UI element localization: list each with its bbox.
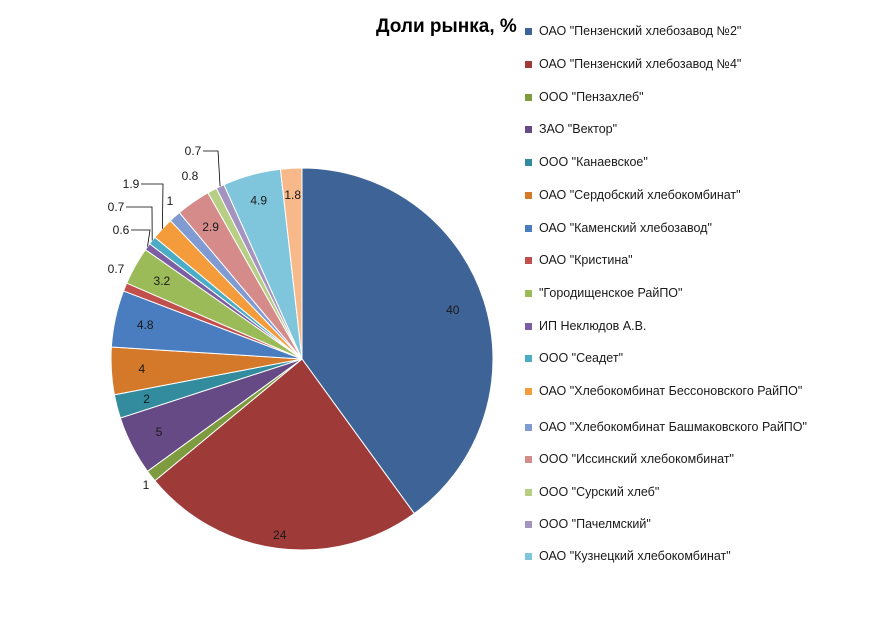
legend-label: ОАО "Пензенский хлебозавод №4"	[539, 57, 742, 71]
legend-swatch	[525, 489, 532, 496]
slice-label: 4	[139, 362, 146, 376]
legend-swatch	[525, 61, 532, 68]
legend-item: ОАО "Пензенский хлебозавод №4"	[525, 57, 865, 71]
leader-line	[126, 206, 153, 241]
legend-item: ООО "Сурский хлеб"	[525, 485, 865, 499]
legend-label: ОАО "Хлебокомбинат Башмаковского РайПО"	[539, 420, 807, 434]
slice-label: 24	[273, 528, 287, 542]
legend-item: ОАО "Кристина"	[525, 253, 865, 267]
legend-label: ООО "Иссинский хлебокомбинат"	[539, 452, 734, 466]
legend-item: ООО "Иссинский хлебокомбинат"	[525, 452, 865, 466]
slice-label: 2	[143, 392, 150, 406]
legend-swatch	[525, 290, 532, 297]
slice-label: 0.7	[185, 144, 202, 158]
slice-label: 5	[156, 425, 163, 439]
legend-swatch	[525, 355, 532, 362]
legend-item: "Городищенское РайПО"	[525, 286, 865, 300]
legend-item: ООО "Пензахлеб"	[525, 90, 865, 104]
legend-label: ООО "Сурский хлеб"	[539, 485, 660, 499]
legend-swatch	[525, 424, 532, 431]
legend-item: ООО "Канаевское"	[525, 155, 865, 169]
legend-label: "Городищенское РайПО"	[539, 286, 683, 300]
legend-item: ООО "Сеадет"	[525, 351, 865, 365]
slice-label: 4.8	[137, 318, 154, 332]
pie-slice	[154, 358, 415, 551]
legend-swatch	[525, 323, 532, 330]
legend-label: ИП Неклюдов А.В.	[539, 319, 647, 333]
leader-lines	[126, 150, 221, 247]
chart-title: Доли рынка, %	[376, 16, 517, 37]
legend-label: ООО "Пачелмский"	[539, 517, 651, 531]
legend-item: ОАО "Хлебокомбинат Бессоновского РайПО"	[525, 384, 865, 398]
legend-label: ОАО "Сердобский хлебокомбинат"	[539, 188, 741, 202]
legend-item: ОАО "Сердобский хлебокомбинат"	[525, 188, 865, 202]
slice-label: 4.9	[250, 194, 267, 208]
legend-label: ОАО "Кузнецкий хлебокомбинат"	[539, 549, 731, 563]
legend-swatch	[525, 192, 532, 199]
legend-item: ООО "Пачелмский"	[525, 517, 865, 531]
leader-line	[141, 183, 164, 229]
slice-label: 1	[143, 478, 150, 492]
legend-swatch	[525, 94, 532, 101]
legend-swatch	[525, 456, 532, 463]
slice-label: 1.9	[123, 177, 140, 191]
legend-swatch	[525, 225, 532, 232]
pie-slices	[110, 167, 494, 551]
leader-line	[203, 150, 221, 187]
pie-slice	[279, 167, 303, 360]
legend-item: ОАО "Хлебокомбинат Башмаковского РайПО"	[525, 420, 865, 434]
legend-label: ЗАО "Вектор"	[539, 122, 618, 136]
legend-swatch	[525, 521, 532, 528]
leader-line	[131, 229, 151, 247]
legend-label: ОАО "Кристина"	[539, 253, 633, 267]
slice-label: 3.2	[154, 274, 171, 288]
legend-label: ООО "Сеадет"	[539, 351, 624, 365]
slice-label: 0.7	[108, 262, 125, 276]
slice-label: 0.6	[113, 223, 130, 237]
legend-swatch	[525, 257, 532, 264]
slice-label: 40	[446, 303, 460, 317]
slice-label: 1	[167, 194, 174, 208]
slice-label: 1.8	[284, 188, 301, 202]
legend-item: ЗАО "Вектор"	[525, 122, 865, 136]
legend-item: ОАО "Кузнецкий хлебокомбинат"	[525, 549, 865, 563]
slice-label: 0.7	[108, 200, 125, 214]
legend-item: ИП Неклюдов А.В.	[525, 319, 865, 333]
legend-item: ОАО "Пензенский хлебозавод №2"	[525, 24, 865, 38]
slice-label: 0.8	[182, 169, 199, 183]
legend-swatch	[525, 126, 532, 133]
legend-swatch	[525, 159, 532, 166]
legend-label: ОАО "Каменский хлебозавод"	[539, 221, 712, 235]
legend-label: ОАО "Пензенский хлебозавод №2"	[539, 24, 742, 38]
legend-label: ОАО "Хлебокомбинат Бессоновского РайПО"	[539, 384, 803, 398]
slice-label: 2.9	[202, 220, 219, 234]
legend-label: ООО "Канаевское"	[539, 155, 648, 169]
legend-swatch	[525, 553, 532, 560]
legend-item: ОАО "Каменский хлебозавод"	[525, 221, 865, 235]
legend-label: ООО "Пензахлеб"	[539, 90, 644, 104]
pie-slice	[301, 167, 494, 515]
legend-swatch	[525, 388, 532, 395]
legend-swatch	[525, 28, 532, 35]
